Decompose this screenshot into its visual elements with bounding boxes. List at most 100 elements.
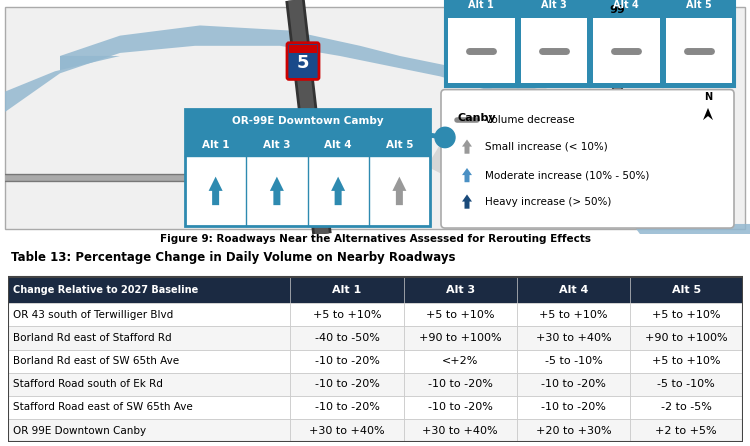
FancyBboxPatch shape [517,373,630,396]
FancyBboxPatch shape [8,277,290,303]
Text: Heavy increase (> 50%): Heavy increase (> 50%) [485,197,611,206]
Text: +2 to +5%: +2 to +5% [656,425,717,436]
Text: -10 to -20%: -10 to -20% [315,356,380,366]
Text: Alt 3: Alt 3 [446,285,475,295]
FancyBboxPatch shape [630,303,742,326]
Text: 99: 99 [609,5,625,15]
FancyBboxPatch shape [8,373,290,396]
Text: Alt 5: Alt 5 [672,285,700,295]
Polygon shape [392,177,406,205]
FancyBboxPatch shape [287,43,319,79]
Text: Canby: Canby [457,113,496,123]
FancyBboxPatch shape [8,303,290,326]
FancyBboxPatch shape [289,45,317,53]
Polygon shape [462,194,472,209]
Text: Alt 3: Alt 3 [263,140,291,149]
Text: -10 to -20%: -10 to -20% [541,402,606,413]
FancyBboxPatch shape [520,18,587,83]
FancyBboxPatch shape [445,0,735,87]
Text: Table 13: Percentage Change in Daily Volume on Nearby Roadways: Table 13: Percentage Change in Daily Vol… [11,251,456,264]
FancyBboxPatch shape [290,419,404,442]
Text: +5 to +10%: +5 to +10% [539,310,608,320]
Text: +30 to +40%: +30 to +40% [422,425,498,436]
FancyBboxPatch shape [404,373,517,396]
Text: OR 99E Downtown Canby: OR 99E Downtown Canby [13,425,146,436]
FancyBboxPatch shape [8,419,290,442]
Text: Small increase (< 10%): Small increase (< 10%) [485,141,608,152]
FancyBboxPatch shape [630,277,742,303]
FancyBboxPatch shape [290,277,404,303]
Text: -10 to -20%: -10 to -20% [315,379,380,389]
Text: Alt 4: Alt 4 [559,285,588,295]
Text: +5 to +10%: +5 to +10% [313,310,381,320]
Polygon shape [490,68,548,104]
FancyBboxPatch shape [185,133,430,156]
Text: Alt 1: Alt 1 [468,0,494,10]
FancyBboxPatch shape [630,326,742,350]
Text: -10 to -20%: -10 to -20% [427,379,493,389]
FancyBboxPatch shape [404,277,517,303]
Text: 5: 5 [297,54,309,72]
Text: +20 to +30%: +20 to +30% [536,425,611,436]
Text: OR-99E Downtown Camby: OR-99E Downtown Camby [232,116,383,126]
Text: Alt 1: Alt 1 [202,140,229,149]
FancyBboxPatch shape [665,18,732,83]
Text: <+2%: <+2% [442,356,479,366]
FancyBboxPatch shape [290,373,404,396]
Polygon shape [703,108,713,120]
Text: OR 43 south of Terwilliger Blvd: OR 43 south of Terwilliger Blvd [13,310,174,320]
FancyBboxPatch shape [290,350,404,373]
FancyBboxPatch shape [185,109,430,133]
FancyBboxPatch shape [441,90,734,228]
Text: Borland Rd east of Stafford Rd: Borland Rd east of Stafford Rd [13,333,172,343]
Text: Alt 1: Alt 1 [332,285,362,295]
FancyBboxPatch shape [517,326,630,350]
Text: -5 to -10%: -5 to -10% [544,356,602,366]
Polygon shape [430,127,520,183]
Text: Stafford Road east of SW 65th Ave: Stafford Road east of SW 65th Ave [13,402,194,413]
Text: +30 to +40%: +30 to +40% [309,425,385,436]
FancyBboxPatch shape [630,350,742,373]
Text: Alt 4: Alt 4 [324,140,352,149]
Text: N: N [704,92,712,102]
Text: -10 to -20%: -10 to -20% [315,402,380,413]
FancyBboxPatch shape [290,303,404,326]
Text: Moderate increase (10% - 50%): Moderate increase (10% - 50%) [485,170,650,180]
Text: +5 to +10%: +5 to +10% [426,310,494,320]
Text: -10 to -20%: -10 to -20% [427,402,493,413]
Circle shape [595,0,639,37]
FancyBboxPatch shape [593,18,659,83]
Text: Stafford Road south of Ek Rd: Stafford Road south of Ek Rd [13,379,164,389]
Text: Volume decrease: Volume decrease [485,115,574,125]
Text: +5 to +10%: +5 to +10% [652,356,721,366]
Text: Alt 5: Alt 5 [686,0,712,10]
FancyBboxPatch shape [290,326,404,350]
Text: +5 to +10%: +5 to +10% [652,310,721,320]
FancyBboxPatch shape [404,396,517,419]
FancyBboxPatch shape [517,396,630,419]
Circle shape [435,127,455,148]
FancyBboxPatch shape [404,303,517,326]
Text: Figure 9: Roadways Near the Alternatives Assessed for Rerouting Effects: Figure 9: Roadways Near the Alternatives… [160,234,590,244]
FancyBboxPatch shape [517,419,630,442]
Text: Change Relative to 2027 Baseline: Change Relative to 2027 Baseline [13,285,199,295]
FancyBboxPatch shape [404,326,517,350]
Text: east: east [609,18,625,27]
FancyBboxPatch shape [517,350,630,373]
Text: -10 to -20%: -10 to -20% [541,379,606,389]
FancyBboxPatch shape [8,396,290,419]
FancyBboxPatch shape [404,419,517,442]
FancyBboxPatch shape [630,419,742,442]
Text: +90 to +100%: +90 to +100% [645,333,728,343]
Text: +90 to +100%: +90 to +100% [419,333,502,343]
Polygon shape [5,56,120,112]
FancyBboxPatch shape [5,7,745,229]
Polygon shape [60,25,750,234]
FancyBboxPatch shape [517,277,630,303]
Text: Alt 3: Alt 3 [541,0,567,10]
Text: -40 to -50%: -40 to -50% [315,333,380,343]
Text: Borland Rd east of SW 65th Ave: Borland Rd east of SW 65th Ave [13,356,179,366]
Text: Alt 4: Alt 4 [614,0,639,10]
Text: -5 to -10%: -5 to -10% [658,379,716,389]
Polygon shape [270,177,284,205]
